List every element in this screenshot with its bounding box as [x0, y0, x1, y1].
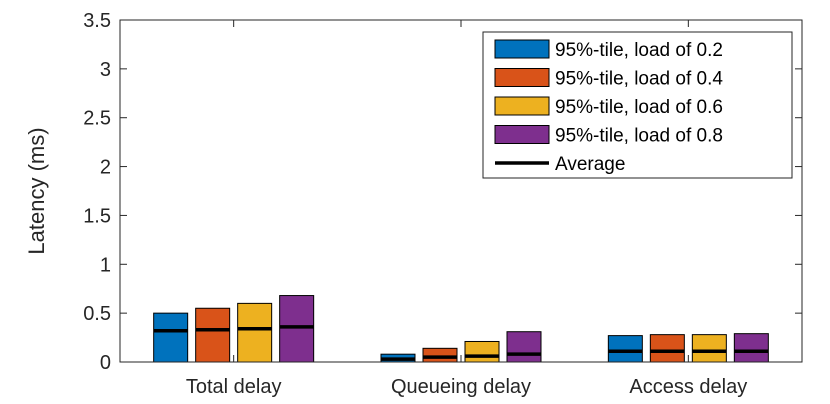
- bar-access-delay-series-0: [607, 335, 643, 363]
- y-tick-label: 0: [100, 352, 111, 374]
- legend-label-average: Average: [555, 154, 625, 175]
- averages-layer: [153, 325, 769, 361]
- x-tick-label: Access delay: [629, 376, 747, 398]
- bar-total-delay-series-3: [279, 295, 315, 363]
- legend-swatch: [494, 125, 550, 144]
- legend-label: 95%-tile, load of 0.8: [555, 126, 723, 147]
- bar-access-delay-series-2: [691, 334, 727, 363]
- legend-label: 95%-tile, load of 0.6: [555, 97, 723, 118]
- bar-total-delay-series-0: [153, 312, 189, 363]
- y-axis-label: Latency (ms): [24, 127, 49, 254]
- legend-swatch: [494, 96, 550, 116]
- bar-queueing-delay-series-2: [464, 340, 500, 363]
- y-tick-label: 3: [100, 59, 111, 81]
- y-tick-label: 3.5: [83, 10, 111, 32]
- bar-queueing-delay-series-1: [422, 347, 458, 363]
- x-tick-label: Queueing delay: [391, 376, 531, 398]
- y-tick-label: 1: [100, 254, 111, 276]
- y-tick-label: 1.5: [83, 205, 111, 227]
- y-tick-label: 0.5: [83, 303, 111, 325]
- bar-total-delay-series-2: [237, 302, 273, 363]
- legend: 95%-tile, load of 0.2 95%-tile, load of 0…: [482, 31, 793, 179]
- legend-label: 95%-tile, load of 0.4: [555, 69, 723, 90]
- y-axis-ticks: 0 0.5 1 1.5 2 2.5 3 3.5: [83, 10, 802, 374]
- bar-access-delay-series-1: [649, 334, 685, 363]
- y-tick-label: 2.5: [83, 108, 111, 130]
- legend-swatch: [494, 39, 550, 59]
- bar-total-delay-series-1: [195, 307, 231, 363]
- y-tick-label: 2: [100, 157, 111, 179]
- bar-queueing-delay-series-3: [506, 331, 542, 363]
- legend-swatch: [494, 68, 550, 87]
- legend-label: 95%-tile, load of 0.2: [555, 40, 723, 61]
- x-tick-label: Total delay: [186, 376, 282, 398]
- x-axis-ticks: Total delay Queueing delay Access delay: [186, 20, 747, 398]
- bar-access-delay-series-3: [733, 333, 769, 363]
